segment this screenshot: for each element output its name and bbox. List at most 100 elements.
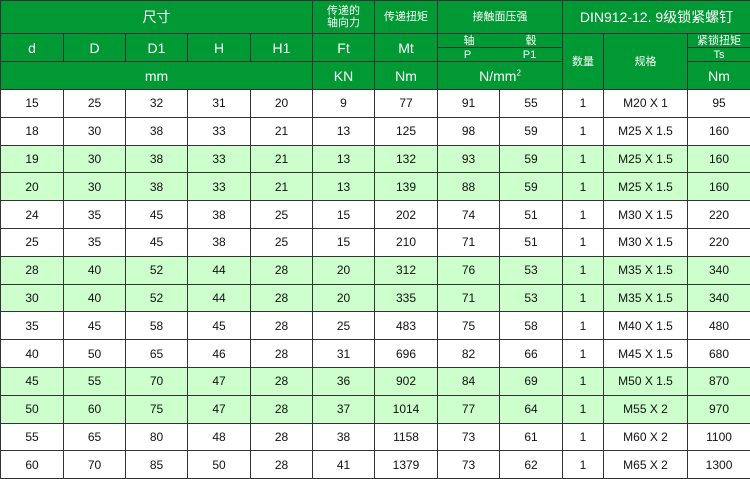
table-cell: 38: [188, 228, 251, 256]
unit-kn: KN: [313, 62, 375, 90]
table-cell: 44: [188, 284, 251, 312]
unit-nm-ts: Nm: [688, 62, 750, 90]
table-cell: 28: [251, 312, 313, 340]
table-cell: 80: [126, 423, 188, 451]
header-torque: 传递扭矩: [375, 1, 438, 34]
table-cell: 40: [64, 284, 126, 312]
table-cell: 902: [375, 367, 438, 395]
table-cell: 40: [64, 256, 126, 284]
table-cell: 84: [438, 367, 500, 395]
table-cell: M40 X 1.5: [604, 312, 688, 340]
table-cell: 53: [500, 256, 563, 284]
table-cell: 65: [64, 423, 126, 451]
table-cell: 220: [688, 228, 750, 256]
table-cell: 59: [500, 173, 563, 201]
table-cell: 696: [375, 340, 438, 368]
col-H: H: [188, 34, 251, 62]
table-cell: 1: [563, 451, 604, 479]
table-cell: 77: [375, 90, 438, 118]
table-cell: M35 X 1.5: [604, 256, 688, 284]
table-cell: 18: [1, 117, 64, 145]
table-cell: 45: [126, 201, 188, 229]
table-cell: 58: [126, 312, 188, 340]
table-cell: 1: [563, 367, 604, 395]
table-cell: 24: [1, 201, 64, 229]
table-cell: 70: [126, 367, 188, 395]
table-cell: 88: [438, 173, 500, 201]
table-cell: M30 X 1.5: [604, 201, 688, 229]
table-cell: 28: [251, 340, 313, 368]
table-cell: 1158: [375, 423, 438, 451]
table-cell: 21: [251, 117, 313, 145]
table-cell: 85: [126, 451, 188, 479]
table-cell: 35: [64, 201, 126, 229]
table-cell: 33: [188, 145, 251, 173]
table-cell: 45: [64, 312, 126, 340]
table-cell: 1: [563, 201, 604, 229]
table-cell: 37: [313, 395, 375, 423]
table-cell: M50 X 1.5: [604, 367, 688, 395]
table-cell: 20: [251, 90, 313, 118]
table-cell: 50: [1, 395, 64, 423]
table-cell: 680: [688, 340, 750, 368]
table-cell: 77: [438, 395, 500, 423]
table-cell: 55: [64, 367, 126, 395]
table-cell: 1: [563, 228, 604, 256]
table-cell: 31: [188, 90, 251, 118]
table-cell: 64: [500, 395, 563, 423]
header-pressure: 接触面压强: [438, 1, 563, 34]
table-cell: 220: [688, 201, 750, 229]
table-cell: 28: [251, 395, 313, 423]
table-cell: 1014: [375, 395, 438, 423]
table-cell: 160: [688, 145, 750, 173]
table-cell: M25 X 1.5: [604, 173, 688, 201]
col-lock-torque: 紧锁扭矩: [688, 34, 750, 48]
p-label: P: [464, 49, 471, 61]
table-cell: 132: [375, 145, 438, 173]
table-cell: 95: [688, 90, 750, 118]
table-cell: 66: [500, 340, 563, 368]
table-cell: 25: [251, 228, 313, 256]
table-cell: 74: [438, 201, 500, 229]
table-cell: 1: [563, 312, 604, 340]
table-cell: 340: [688, 256, 750, 284]
header-screw: DIN912-12. 9级锁紧螺钉: [563, 1, 750, 34]
table-cell: 1: [563, 284, 604, 312]
table-cell: 48: [188, 423, 251, 451]
table-cell: 1: [563, 90, 604, 118]
table-cell: 38: [313, 423, 375, 451]
col-D1: D1: [126, 34, 188, 62]
table-cell: 30: [64, 145, 126, 173]
table-cell: 139: [375, 173, 438, 201]
table-cell: 35: [64, 228, 126, 256]
table-cell: M45 X 1.5: [604, 340, 688, 368]
table-cell: 20: [313, 284, 375, 312]
table-cell: 46: [188, 340, 251, 368]
table-cell: 970: [688, 395, 750, 423]
table-cell: 28: [251, 284, 313, 312]
table-cell: 60: [1, 451, 64, 479]
table-cell: 76: [438, 256, 500, 284]
table-cell: 52: [126, 256, 188, 284]
table-cell: 1: [563, 395, 604, 423]
table-cell: 160: [688, 173, 750, 201]
table-cell: 21: [251, 145, 313, 173]
table-cell: 40: [1, 340, 64, 368]
table-cell: 65: [126, 340, 188, 368]
table-cell: M30 X 1.5: [604, 228, 688, 256]
table-cell: 25: [313, 312, 375, 340]
table-cell: 1: [563, 256, 604, 284]
table-cell: 35: [1, 312, 64, 340]
col-mt: Mt: [375, 34, 438, 62]
table-cell: 21: [251, 173, 313, 201]
